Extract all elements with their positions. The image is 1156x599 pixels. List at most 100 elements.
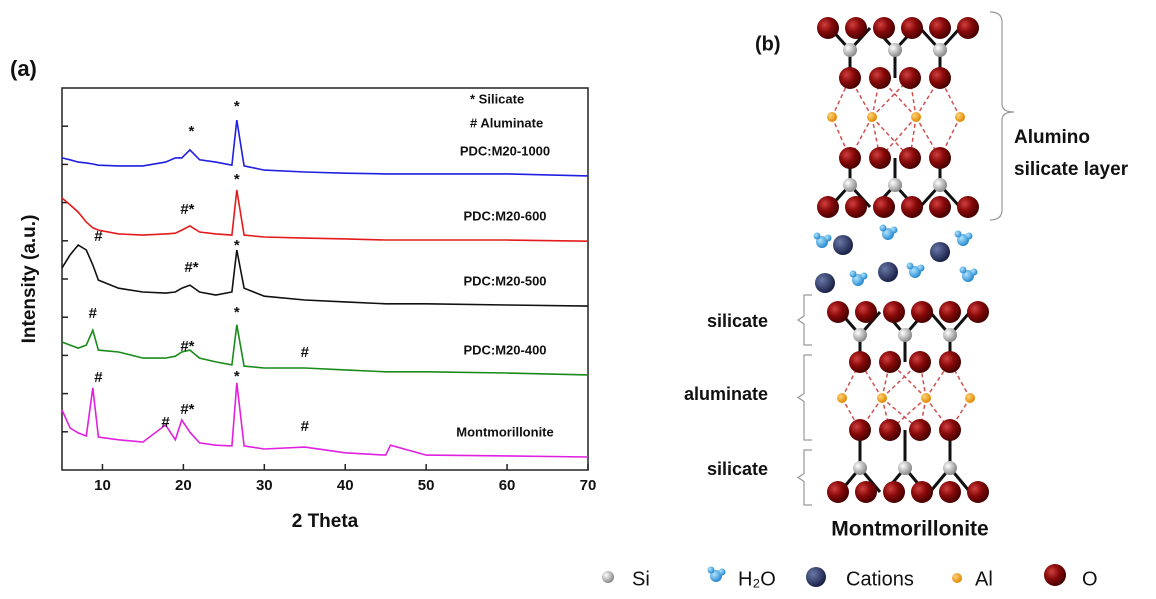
water-molecule — [955, 231, 962, 238]
oxygen-atom — [909, 419, 931, 441]
water-molecule — [960, 267, 967, 274]
x-tick-label: 10 — [94, 477, 111, 494]
silicon-atom — [888, 43, 902, 57]
oxygen-atom — [929, 147, 951, 169]
water-molecule — [719, 569, 726, 576]
silicon-atom — [943, 461, 957, 475]
x-axis-label: 2 Theta — [292, 511, 359, 532]
oxygen-atom — [873, 17, 895, 39]
oxygen-atom — [869, 147, 891, 169]
cation — [930, 242, 950, 262]
legend-label: H₂O — [738, 568, 776, 590]
water-molecule — [825, 235, 832, 242]
caption: Montmorillonite — [831, 518, 988, 541]
water-molecule — [814, 233, 821, 240]
oxygen-atom — [845, 196, 867, 218]
cation — [833, 235, 853, 255]
peak-annotation: * — [234, 304, 240, 321]
oxygen-atom — [849, 351, 871, 373]
peak-annotation: # — [301, 344, 310, 361]
water-molecule — [708, 567, 715, 574]
x-tick-label: 70 — [580, 477, 597, 494]
oxygen-atom — [827, 481, 849, 503]
oxygen-atom — [827, 301, 849, 323]
bracket — [798, 450, 812, 505]
legend-symbol — [952, 573, 962, 583]
oxygen-atom — [839, 67, 861, 89]
silicon-atom — [898, 328, 912, 342]
silicon-atom — [888, 178, 902, 192]
diagram: Aluminosilicate layersilicatealuminatesi… — [602, 12, 1129, 590]
legend-note: * Silicate — [470, 91, 524, 106]
silicon-atom — [898, 461, 912, 475]
x-tick-label: 50 — [418, 477, 435, 494]
water-molecule — [850, 271, 857, 278]
oxygen-atom — [967, 301, 989, 323]
oxygen-atom — [899, 147, 921, 169]
peak-annotation: # — [161, 414, 170, 431]
oxygen-atom — [909, 351, 931, 373]
oxygen-atom — [883, 481, 905, 503]
water-molecule — [891, 227, 898, 234]
oxygen-atom — [845, 17, 867, 39]
silicon-atom — [843, 178, 857, 192]
oxygen-atom — [873, 196, 895, 218]
peak-annotation: # — [94, 228, 103, 245]
oxygen-atom — [839, 147, 861, 169]
silicon-atom — [943, 328, 957, 342]
oxygen-atom — [849, 419, 871, 441]
oxygen-atom — [929, 196, 951, 218]
aluminium-atom — [867, 112, 877, 122]
oxygen-atom — [901, 17, 923, 39]
series-label: Montmorillonite — [456, 424, 554, 439]
cation — [878, 262, 898, 282]
peak-annotation: * — [234, 171, 240, 188]
aluminium-atom — [837, 393, 847, 403]
peak-annotation: #* — [180, 401, 194, 418]
peak-annotation: #* — [180, 201, 194, 218]
legend-note: # Aluminate — [470, 115, 543, 130]
oxygen-atom — [939, 301, 961, 323]
series-label: PDC:M20-1000 — [460, 143, 550, 158]
oxygen-atom — [855, 301, 877, 323]
oxygen-atom — [967, 481, 989, 503]
peak-annotation: # — [89, 305, 98, 322]
legend-label: O — [1082, 568, 1098, 590]
side-label: silicate — [707, 459, 768, 479]
silicon-atom — [853, 328, 867, 342]
water-molecule — [966, 233, 973, 240]
peak-annotation: # — [94, 369, 103, 386]
oxygen-atom — [817, 196, 839, 218]
peak-annotation: # — [301, 418, 310, 435]
panel-label: (b) — [755, 33, 781, 55]
oxygen-atom — [911, 301, 933, 323]
peak-annotation: * — [234, 98, 240, 115]
series-line — [62, 383, 588, 457]
legend-symbol — [602, 571, 614, 583]
legend-label: Si — [632, 568, 650, 590]
peak-annotation: * — [234, 237, 240, 254]
peak-annotation: #* — [180, 338, 194, 355]
bracket — [798, 295, 812, 345]
series-label: PDC:M20-600 — [463, 209, 546, 224]
figure: (a) (b) 2 Theta Intensity (a.u.) 1020304… — [0, 0, 1156, 599]
bracket — [798, 355, 812, 440]
silicon-atom — [933, 43, 947, 57]
water-molecule — [918, 265, 925, 272]
series-label: PDC:M20-500 — [463, 274, 546, 289]
aluminium-atom — [827, 112, 837, 122]
aluminium-atom — [921, 393, 931, 403]
oxygen-atom — [939, 419, 961, 441]
oxygen-atom — [957, 17, 979, 39]
oxygen-atom — [939, 481, 961, 503]
oxygen-atom — [879, 351, 901, 373]
cation — [815, 273, 835, 293]
silicon-atom — [853, 461, 867, 475]
legend-label: Cations — [846, 568, 914, 590]
oxygen-atom — [957, 196, 979, 218]
oxygen-atom — [911, 481, 933, 503]
aluminium-atom — [955, 112, 965, 122]
oxygen-atom — [817, 17, 839, 39]
x-tick-label: 20 — [175, 477, 192, 494]
water-molecule — [861, 273, 868, 280]
